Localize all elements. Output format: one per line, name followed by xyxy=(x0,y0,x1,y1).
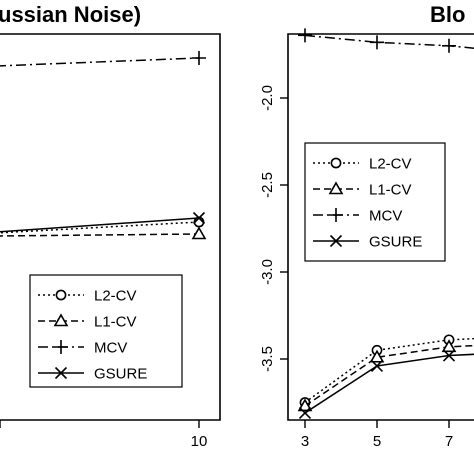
right-point-gsure-2 xyxy=(442,349,456,362)
right-point-gsure-0 xyxy=(298,406,312,420)
right-x-tick-label-3: 3 xyxy=(301,433,309,450)
right-x-tick-label-5: 5 xyxy=(373,433,381,450)
right-point-l1-cv-1 xyxy=(369,349,385,363)
right-y-tick-label-0: -2.0 xyxy=(259,85,276,111)
right-panel-title: Blo xyxy=(430,2,465,27)
left-legend-label-l2-cv: L2-CV xyxy=(94,288,137,305)
right-legend-label-mcv: MCV xyxy=(369,208,402,225)
right-point-l1-cv-2 xyxy=(441,339,457,353)
left-point-mcv xyxy=(192,51,206,65)
left-series-group xyxy=(0,51,207,240)
left-series-line-gsure xyxy=(0,217,200,233)
left-legend-marker-gsure xyxy=(54,366,68,380)
right-axes: 3 5 7 -2.0 -2.5 -3.0 -3.5 xyxy=(259,85,453,450)
right-point-l1-cv-0 xyxy=(297,398,313,412)
right-panel: 3 5 7 -2.0 -2.5 -3.0 -3.5 L2-CV L1-CV MCV GSURE xyxy=(259,28,474,450)
left-legend-marker-l2-cv xyxy=(55,289,67,301)
left-legend: L2-CV L1-CV MCV GSURE xyxy=(29,274,183,388)
right-legend-marker-gsure xyxy=(329,234,343,248)
left-legend-label-gsure: GSURE xyxy=(94,366,147,383)
left-point-l1-cv xyxy=(191,226,207,240)
right-point-mcv-1 xyxy=(370,35,384,50)
left-series-line-l2-cv xyxy=(0,221,200,234)
right-point-mcv-0 xyxy=(298,28,312,43)
right-y-tick-label-3: -3.5 xyxy=(259,346,276,372)
right-series-group xyxy=(297,28,474,420)
left-point-gsure xyxy=(192,211,206,225)
right-y-tick-label-1: -2.5 xyxy=(259,172,276,198)
left-legend-label-mcv: MCV xyxy=(94,340,127,357)
right-series-line-gsure xyxy=(304,353,474,414)
left-legend-label-l1-cv: L1-CV xyxy=(94,314,137,331)
right-y-tick-label-2: -3.0 xyxy=(259,259,276,285)
right-panel-frame xyxy=(287,33,474,421)
left-panel-title: ussian Noise) xyxy=(0,2,141,27)
right-legend-label-l2-cv: L2-CV xyxy=(369,156,412,173)
right-series-line-l1-cv xyxy=(304,344,474,407)
right-point-mcv-2 xyxy=(442,38,456,53)
left-legend-marker-mcv xyxy=(54,340,68,354)
right-series-line-mcv xyxy=(304,34,474,49)
right-x-tick-label-7: 7 xyxy=(445,433,453,450)
left-series-line-mcv xyxy=(0,57,200,67)
right-legend-label-gsure: GSURE xyxy=(369,234,422,251)
right-point-gsure-1 xyxy=(370,359,384,373)
left-x-tick-label-10: 10 xyxy=(191,433,208,450)
right-legend-label-l1-cv: L1-CV xyxy=(369,182,412,199)
left-legend-marker-l1-cv xyxy=(53,313,69,327)
right-legend-marker-mcv xyxy=(329,208,343,222)
right-legend-marker-l1-cv xyxy=(328,181,344,195)
right-series-line-l2-cv xyxy=(304,337,474,404)
left-series-line-l1-cv xyxy=(0,233,200,237)
left-panel: 10 L2-CV L1-CV MCV GSURE xyxy=(0,33,221,450)
right-legend: L2-CV L1-CV MCV GSURE xyxy=(304,142,446,262)
left-panel-frame xyxy=(0,33,221,421)
right-legend-marker-l2-cv xyxy=(330,157,342,169)
